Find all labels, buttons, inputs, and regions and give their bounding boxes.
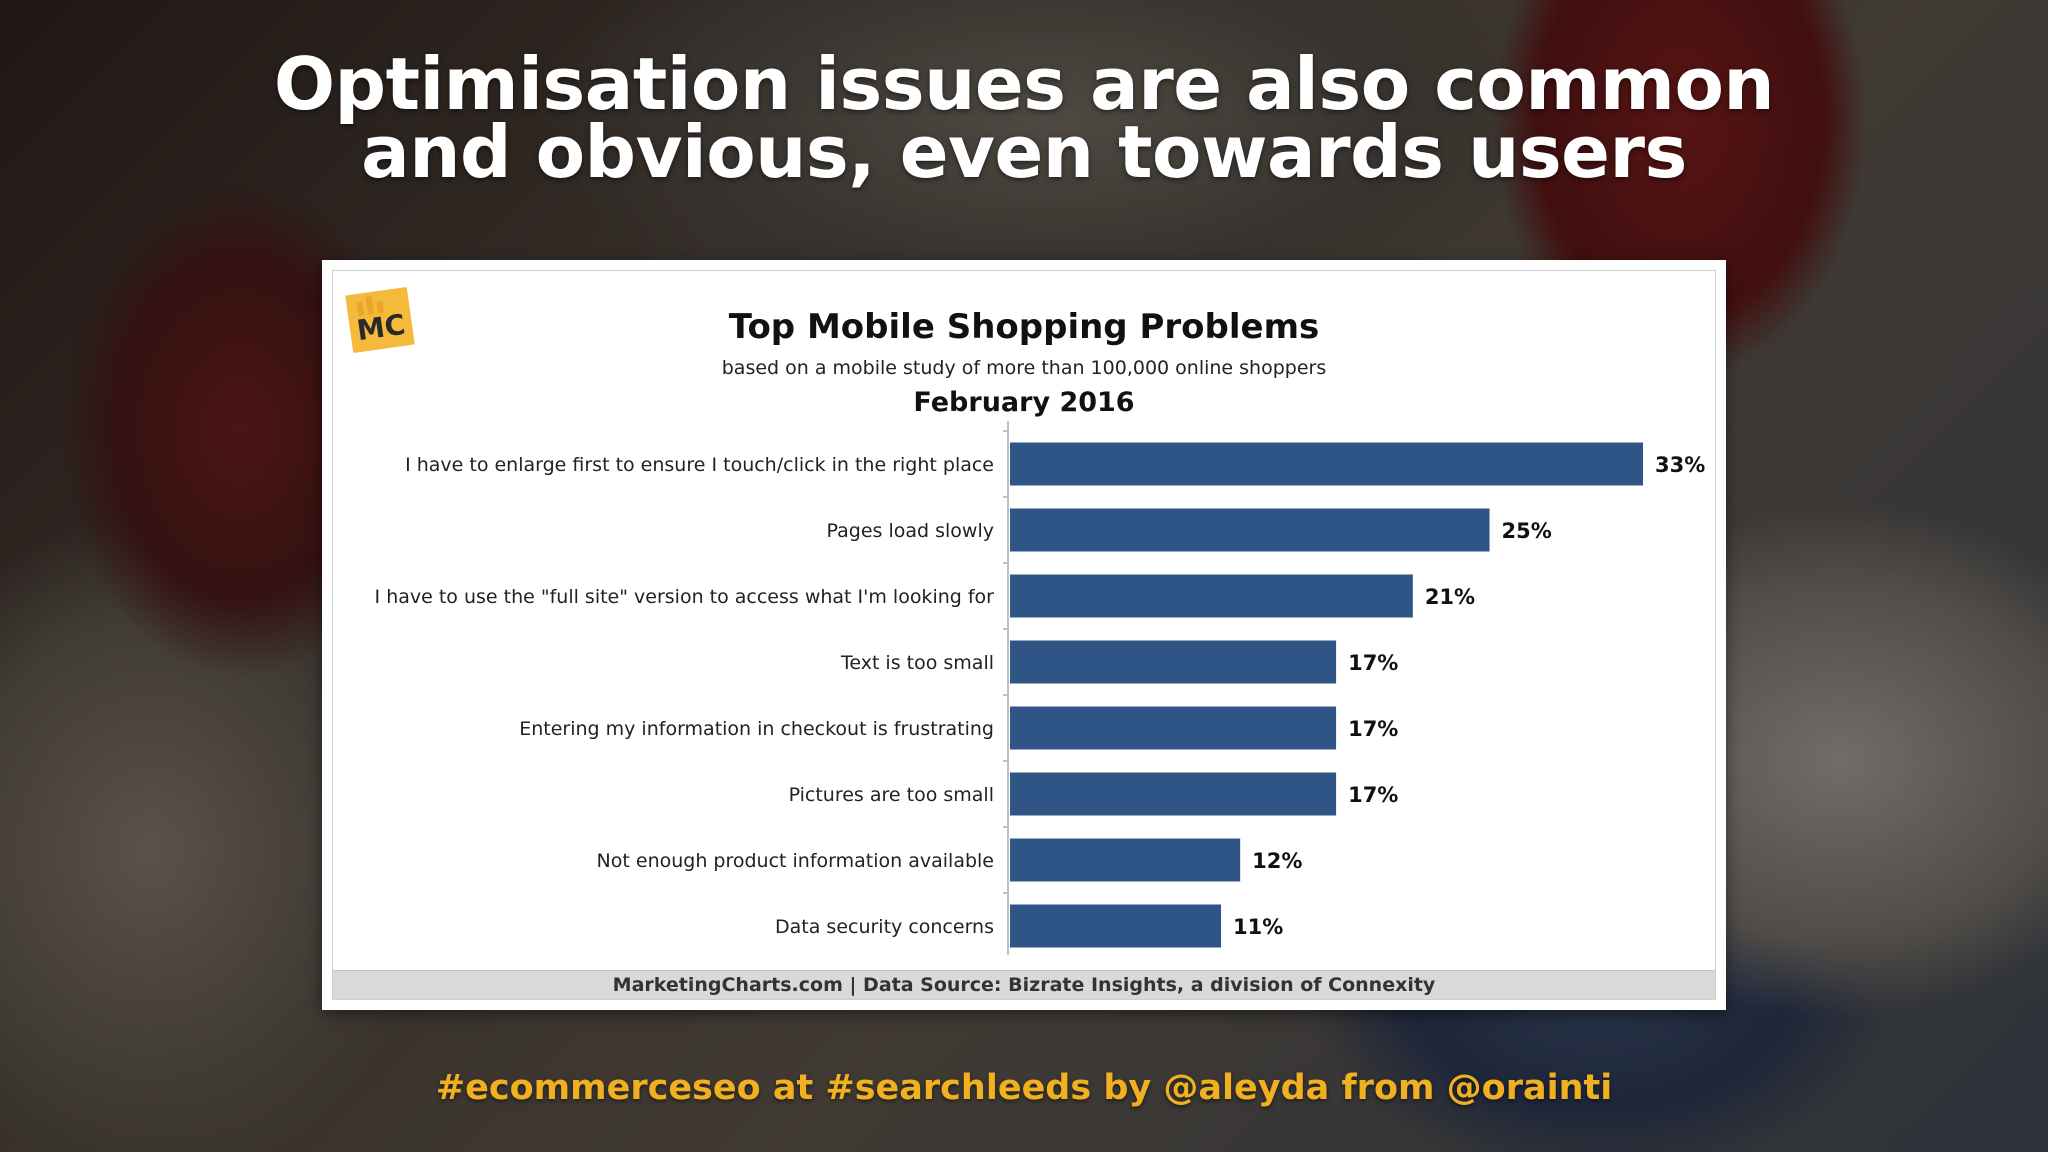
value-label: 17% bbox=[1348, 651, 1398, 675]
category-label: Pictures are too small bbox=[789, 784, 994, 806]
slide-title-line-2: and obvious, even towards users bbox=[361, 110, 1687, 194]
chart-subtitle: based on a mobile study of more than 100… bbox=[721, 357, 1327, 379]
chart-title: Top Mobile Shopping Problems bbox=[728, 307, 1320, 347]
category-label: Not enough product information available bbox=[597, 850, 994, 872]
bar bbox=[1010, 772, 1337, 816]
bar-chart: I have to enlarge first to ensure I touc… bbox=[375, 421, 1705, 955]
bar bbox=[1010, 442, 1643, 486]
marketingcharts-logo-icon: MC bbox=[345, 286, 415, 354]
slide-title: Optimisation issues are also common and … bbox=[0, 42, 2048, 194]
bar bbox=[1010, 838, 1241, 882]
category-label: I have to use the "full site" version to… bbox=[375, 586, 995, 608]
category-label: Text is too small bbox=[840, 652, 994, 674]
footer-hashtag: #ecommerceseo at #searchleeds by @aleyda… bbox=[435, 1068, 1613, 1108]
category-label: Entering my information in checkout is f… bbox=[519, 718, 994, 740]
chart-card: MC Top Mobile Shopping Problems based on… bbox=[322, 260, 1726, 1010]
value-label: 11% bbox=[1233, 915, 1283, 939]
chart-panel: MC Top Mobile Shopping Problems based on… bbox=[332, 270, 1716, 1000]
logo-background bbox=[345, 286, 415, 354]
value-label: 21% bbox=[1425, 585, 1475, 609]
bar bbox=[1010, 508, 1490, 552]
value-label: 33% bbox=[1655, 453, 1705, 477]
source-footer: MarketingCharts.com | Data Source: Bizra… bbox=[333, 970, 1715, 999]
bar bbox=[1010, 904, 1221, 948]
value-label: 12% bbox=[1252, 849, 1302, 873]
value-label: 25% bbox=[1502, 519, 1552, 543]
logo-text: MC bbox=[355, 308, 408, 347]
bar bbox=[1010, 706, 1337, 750]
category-label: I have to enlarge first to ensure I touc… bbox=[405, 454, 994, 476]
category-label: Pages load slowly bbox=[827, 520, 994, 542]
bar bbox=[1010, 574, 1413, 618]
value-label: 17% bbox=[1348, 783, 1398, 807]
value-label: 17% bbox=[1348, 717, 1398, 741]
slide-title-line-1: Optimisation issues are also common bbox=[273, 42, 1775, 126]
bar bbox=[1010, 640, 1337, 684]
chart-date: February 2016 bbox=[913, 387, 1135, 418]
category-label: Data security concerns bbox=[775, 916, 994, 938]
